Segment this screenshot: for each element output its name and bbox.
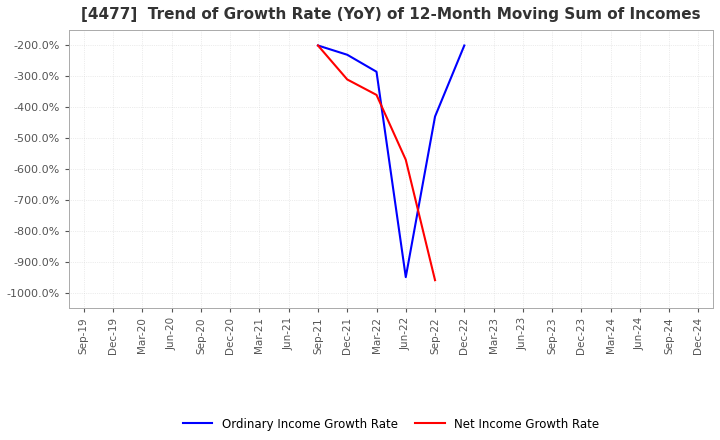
Title: [4477]  Trend of Growth Rate (YoY) of 12-Month Moving Sum of Incomes: [4477] Trend of Growth Rate (YoY) of 12-… bbox=[81, 7, 701, 22]
Line: Net Income Growth Rate: Net Income Growth Rate bbox=[318, 45, 435, 280]
Net Income Growth Rate bbox=[431, 278, 439, 283]
Legend: Ordinary Income Growth Rate, Net Income Growth Rate: Ordinary Income Growth Rate, Net Income … bbox=[178, 413, 604, 436]
Line: Ordinary Income Growth Rate: Ordinary Income Growth Rate bbox=[318, 45, 464, 277]
Ordinary Income Growth Rate bbox=[402, 275, 410, 280]
Net Income Growth Rate bbox=[372, 92, 381, 98]
Net Income Growth Rate bbox=[314, 43, 323, 48]
Net Income Growth Rate bbox=[343, 77, 351, 82]
Ordinary Income Growth Rate bbox=[460, 43, 469, 48]
Ordinary Income Growth Rate bbox=[343, 52, 351, 57]
Ordinary Income Growth Rate bbox=[372, 69, 381, 74]
Ordinary Income Growth Rate bbox=[431, 114, 439, 119]
Ordinary Income Growth Rate bbox=[314, 43, 323, 48]
Net Income Growth Rate bbox=[402, 157, 410, 162]
